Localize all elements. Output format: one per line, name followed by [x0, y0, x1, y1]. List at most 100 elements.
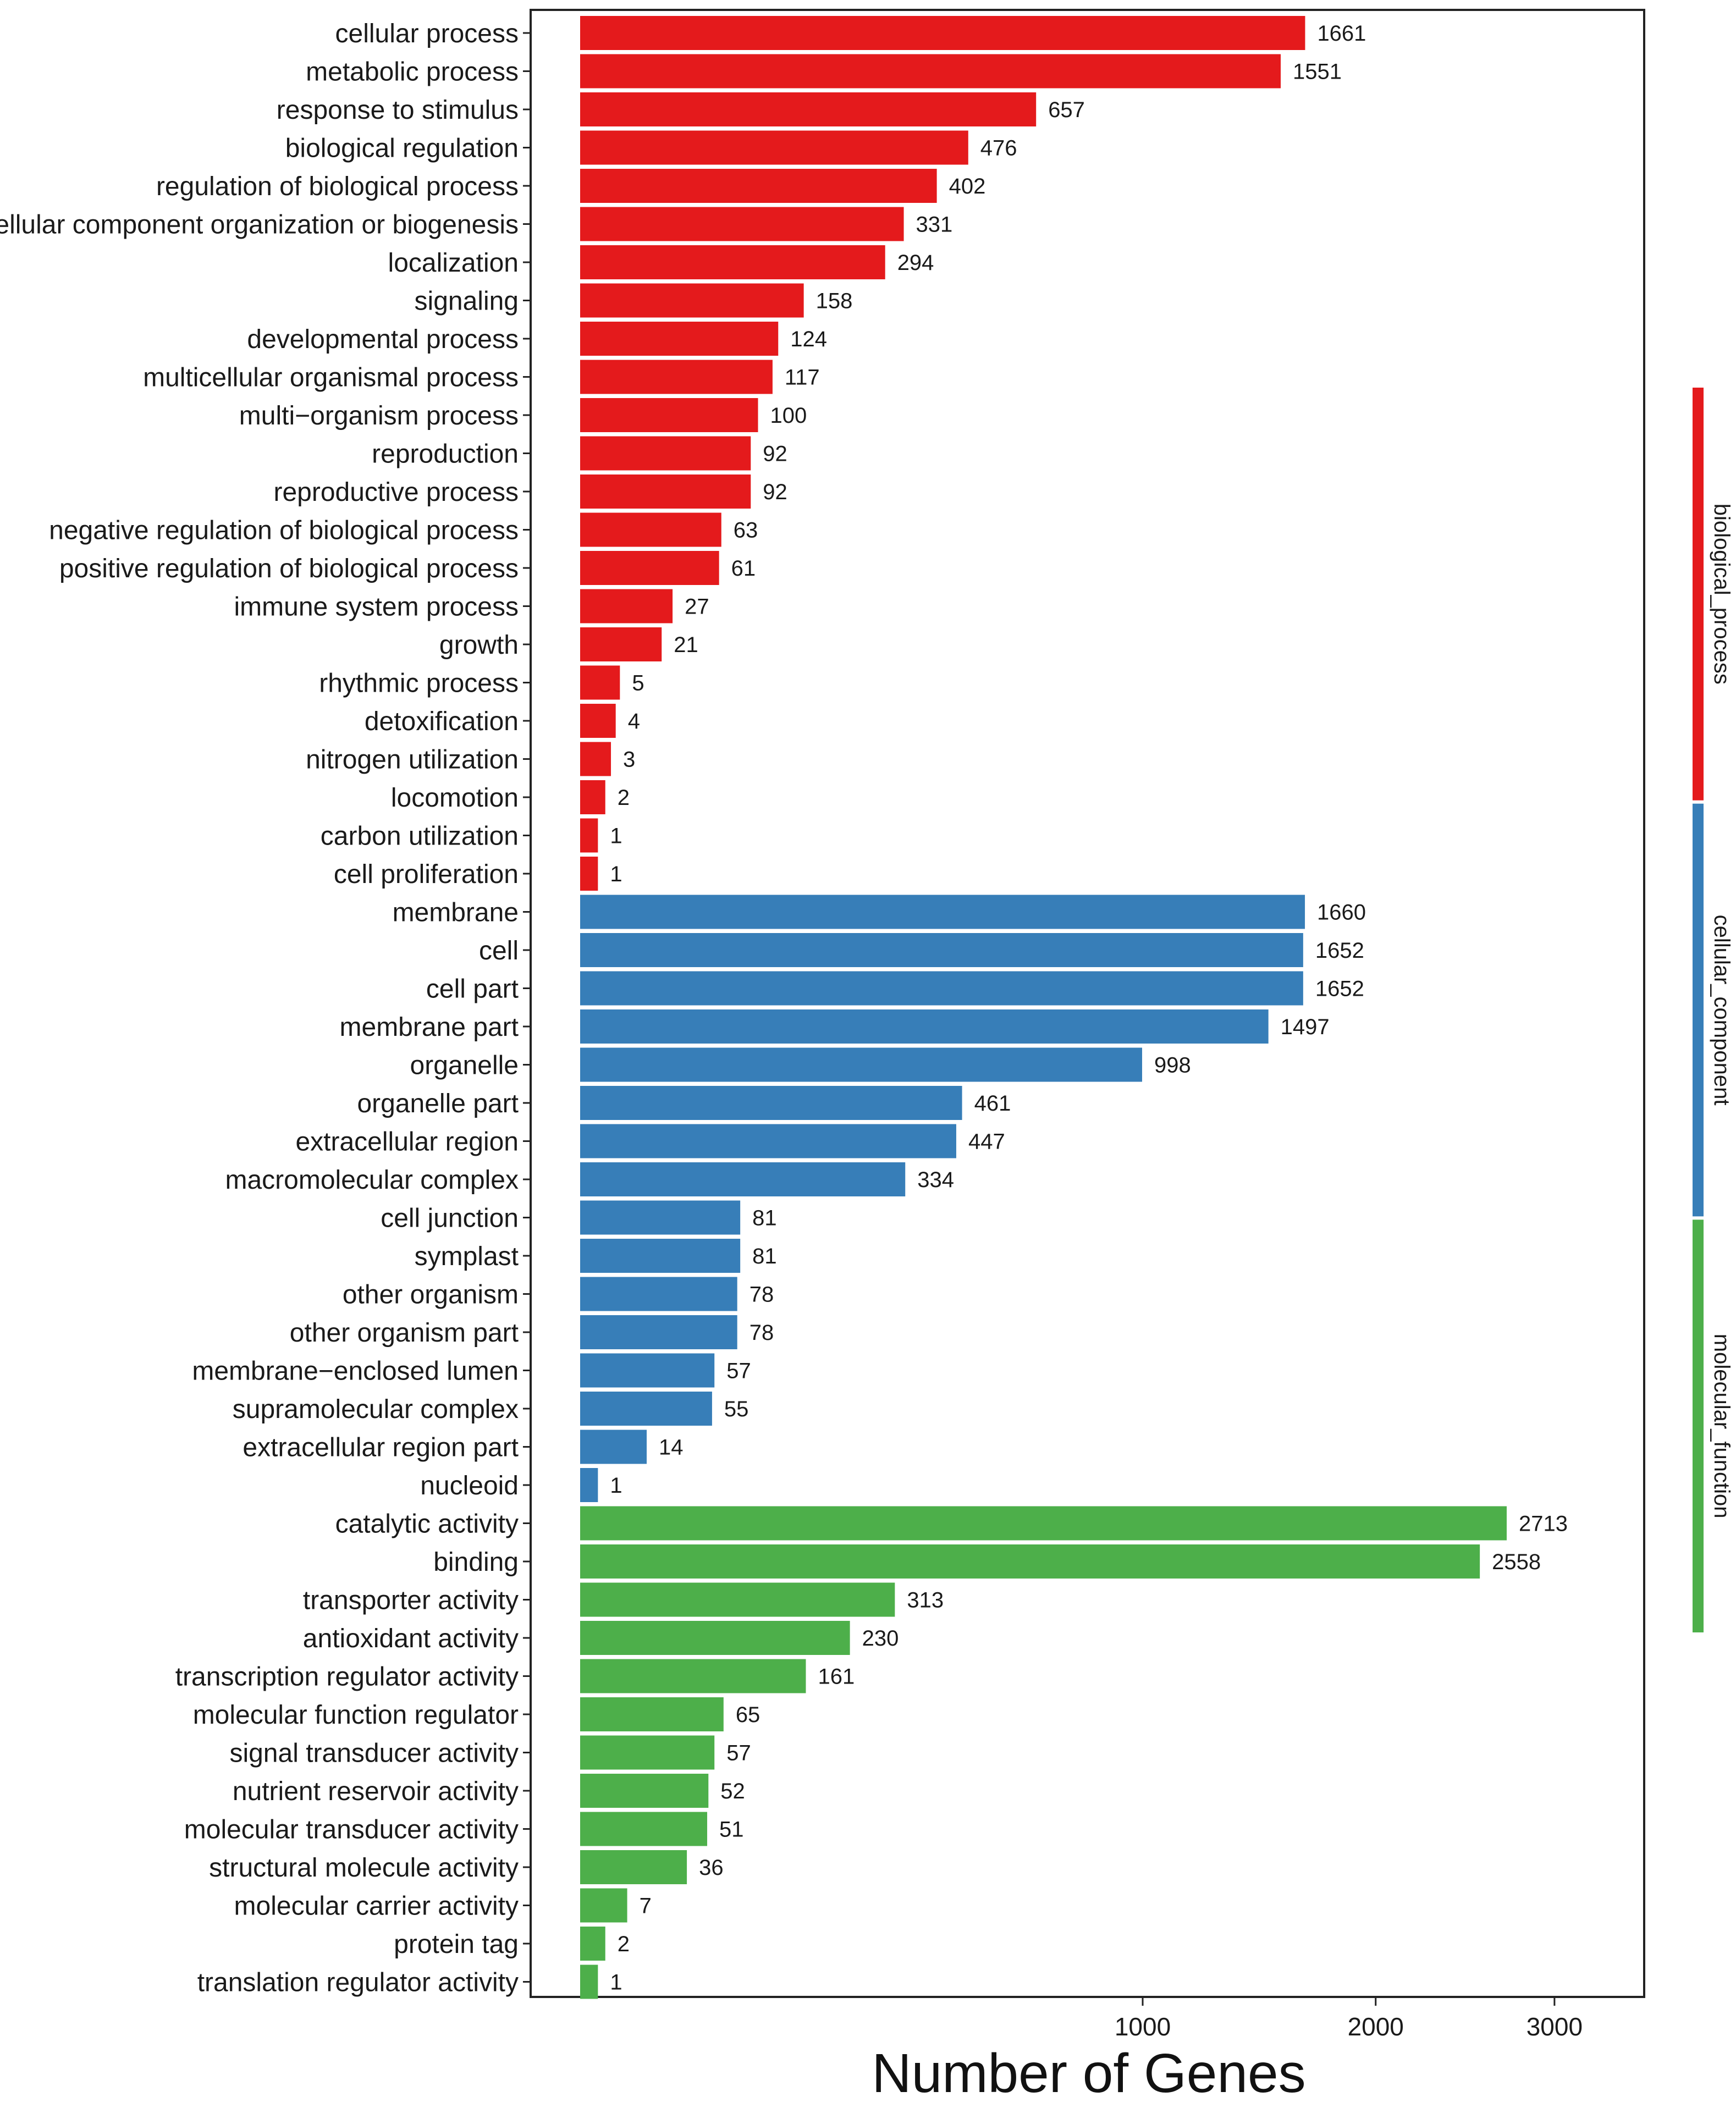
category-label: locomotion [391, 783, 519, 813]
bar [580, 1468, 598, 1502]
category-label: rhythmic process [319, 669, 519, 698]
group-label: cellular_component [1710, 915, 1734, 1106]
value-label: 1497 [1281, 1015, 1330, 1039]
value-label: 2558 [1492, 1550, 1541, 1574]
category-label: nucleoid [420, 1471, 519, 1500]
value-label: 1551 [1293, 60, 1342, 84]
category-label: molecular carrier activity [234, 1892, 519, 1921]
bar [580, 207, 904, 241]
category-label: signal transducer activity [229, 1739, 519, 1768]
bar [580, 1621, 850, 1655]
group-strip: biological_process cellular_componentmole… [1693, 388, 1734, 1632]
value-label: 230 [862, 1626, 899, 1651]
category-label: detoxification [365, 707, 519, 736]
bar [580, 1277, 737, 1311]
value-label: 294 [897, 251, 934, 275]
bar [580, 857, 598, 891]
value-label: 447 [968, 1130, 1005, 1154]
x-axis: 1000 2000 3000 [1115, 1997, 1583, 2041]
bar [580, 1353, 715, 1388]
bar [580, 1430, 647, 1464]
value-label: 78 [749, 1283, 774, 1307]
category-label: cell junction [381, 1204, 519, 1233]
bar [580, 1888, 627, 1923]
category-label: extracellular region part [243, 1433, 519, 1463]
value-label: 1 [610, 1474, 622, 1498]
value-label: 476 [980, 136, 1017, 161]
category-label: reproductive process [273, 478, 519, 507]
value-label: 998 [1154, 1053, 1191, 1078]
bar [580, 1697, 724, 1731]
category-label: protein tag [394, 1930, 519, 1959]
category-label: positive regulation of biological proces… [59, 554, 519, 583]
value-label: 1652 [1315, 939, 1364, 963]
bar [580, 322, 779, 356]
category-label: metabolic process [306, 58, 519, 87]
value-label: 36 [699, 1856, 724, 1880]
bar [580, 130, 968, 165]
category-label: transcription regulator activity [175, 1663, 519, 1692]
bar [580, 1659, 806, 1693]
bar [580, 1239, 741, 1273]
category-label: organelle part [357, 1089, 519, 1118]
value-label: 100 [770, 404, 807, 428]
category-label: multi−organism process [239, 401, 519, 431]
bar [580, 1582, 895, 1617]
bar [580, 245, 885, 279]
panel-border [530, 9, 1645, 1998]
x-tick-label: 1000 [1115, 2012, 1171, 2041]
bar [580, 1812, 708, 1846]
x-tick-label: 3000 [1526, 2012, 1583, 2041]
bar [580, 665, 620, 700]
category-label: membrane part [340, 1013, 519, 1042]
value-label: 1 [610, 1971, 622, 1995]
bar [580, 512, 721, 547]
category-label: translation regulator activity [197, 1968, 519, 1997]
category-label: catalytic activity [335, 1510, 519, 1539]
bar [580, 818, 598, 853]
value-label: 52 [720, 1779, 745, 1803]
bar [580, 1009, 1269, 1044]
category-label: growth [439, 631, 519, 660]
value-label: 1661 [1317, 21, 1366, 46]
category-label: molecular transducer activity [184, 1815, 519, 1845]
value-label: 124 [790, 327, 827, 351]
category-label: cell part [426, 975, 519, 1004]
category-label: other organism part [290, 1318, 519, 1348]
value-label: 92 [763, 480, 787, 504]
bar [580, 742, 611, 776]
category-label: developmental process [247, 325, 519, 354]
category-label: nitrogen utilization [306, 746, 519, 775]
category-label: macromolecular complex [225, 1166, 519, 1195]
value-label: 81 [752, 1244, 777, 1268]
value-label: 117 [785, 366, 820, 390]
category-label: binding [433, 1548, 519, 1577]
bar-group: 1661155165747640233129415812411710092926… [580, 16, 1568, 1999]
bar [580, 1964, 598, 1999]
plot-panel [530, 9, 1645, 1998]
category-label: reproduction [372, 440, 519, 469]
bar [580, 398, 758, 432]
category-label: negative regulation of biological proces… [49, 516, 519, 545]
bar [580, 1735, 715, 1770]
bar [580, 1544, 1480, 1579]
value-label: 51 [719, 1818, 744, 1842]
category-label: membrane−enclosed lumen [192, 1357, 519, 1386]
x-axis-title: Number of Genes [872, 2043, 1305, 2104]
value-label: 1 [610, 862, 622, 886]
bar [580, 1047, 1142, 1082]
category-label: membrane [393, 898, 519, 928]
value-label: 1660 [1317, 901, 1366, 925]
category-label: cellular process [335, 19, 519, 48]
value-label: 313 [907, 1588, 944, 1613]
bar [580, 971, 1303, 1006]
category-label: immune system process [234, 593, 519, 622]
category-label: extracellular region [295, 1128, 519, 1157]
category-label: cell proliferation [334, 860, 519, 889]
category-label: biological regulation [285, 134, 519, 163]
group-strip-segment [1693, 1219, 1704, 1632]
category-label: response to stimulus [277, 96, 519, 125]
category-label: structural molecule activity [209, 1853, 519, 1883]
category-label: molecular function regulator [193, 1701, 519, 1730]
